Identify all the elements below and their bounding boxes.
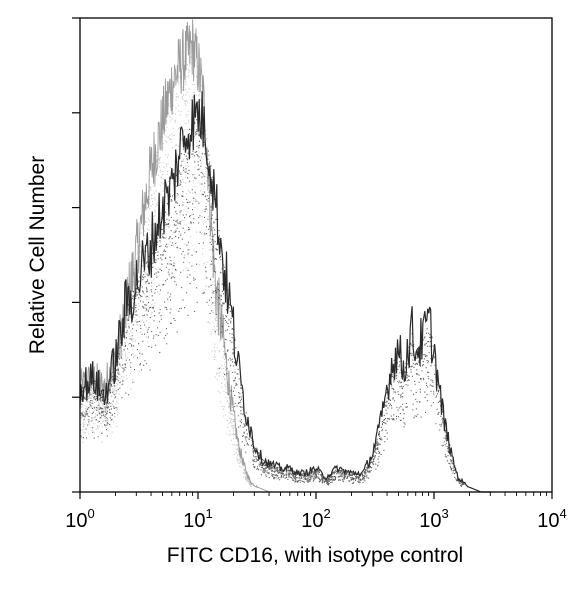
x-tick-label: 104 (537, 506, 566, 532)
y-axis-ticks (72, 17, 80, 493)
y-axis-title: Relative Cell Number (26, 156, 49, 354)
x-axis-ticks: 100 101 102 103 104 (65, 492, 567, 532)
x-tick-label: 100 (65, 506, 94, 532)
x-tick-label: 102 (301, 506, 330, 532)
series-density-cd16-stained (80, 115, 465, 487)
plot-area (79, 19, 491, 493)
series-isotype-control (79, 19, 281, 493)
x-tick-label: 101 (183, 506, 212, 532)
x-axis-title: FITC CD16, with isotype control (167, 544, 463, 567)
series-line-isotype-control (79, 19, 281, 493)
series-line-cd16-stained (79, 91, 491, 493)
series-cd16-stained (79, 91, 491, 493)
x-tick-label: 103 (419, 506, 448, 532)
